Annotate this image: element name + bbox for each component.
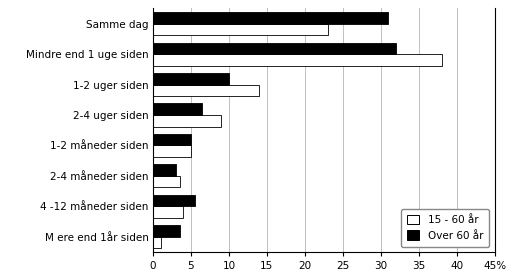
Bar [153, 134, 190, 145]
Bar [153, 164, 176, 176]
Bar [153, 176, 179, 187]
Bar [153, 103, 202, 115]
Legend: 15 - 60 år, Over 60 år: 15 - 60 år, Over 60 år [400, 209, 489, 247]
Bar [153, 73, 229, 85]
Bar [153, 206, 183, 218]
Bar [153, 43, 395, 54]
Bar [153, 145, 190, 157]
Bar [153, 12, 388, 24]
Bar [153, 195, 194, 206]
Bar [153, 85, 259, 96]
Bar [153, 24, 327, 35]
Bar [153, 115, 221, 127]
Bar [153, 225, 179, 237]
Bar [153, 237, 160, 248]
Bar [153, 54, 441, 66]
